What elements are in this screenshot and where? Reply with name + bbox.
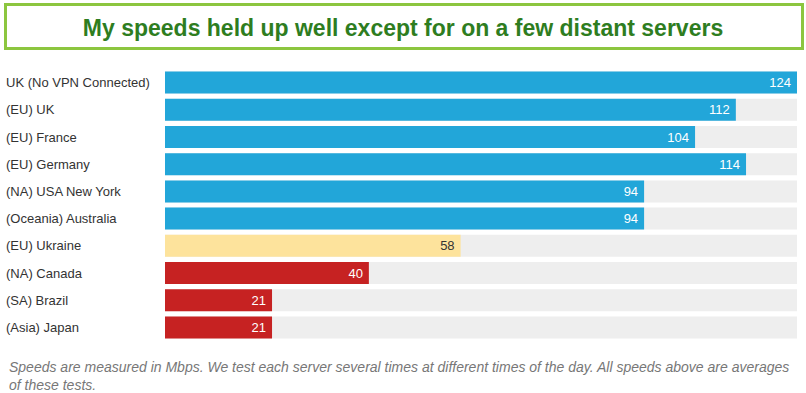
svg-text:112: 112 bbox=[709, 102, 730, 117]
svg-text:(NA) USA New York: (NA) USA New York bbox=[6, 184, 121, 199]
svg-text:94: 94 bbox=[624, 211, 638, 226]
svg-text:(EU) Ukraine: (EU) Ukraine bbox=[6, 238, 81, 253]
svg-text:(NA) Canada: (NA) Canada bbox=[6, 266, 83, 281]
svg-text:21: 21 bbox=[252, 320, 266, 335]
svg-text:(EU) France: (EU) France bbox=[6, 130, 77, 145]
svg-text:114: 114 bbox=[719, 157, 740, 172]
svg-text:94: 94 bbox=[624, 184, 638, 199]
svg-text:104: 104 bbox=[667, 130, 689, 145]
svg-text:(Asia) Japan: (Asia) Japan bbox=[6, 320, 79, 335]
svg-text:(Oceania) Australia: (Oceania) Australia bbox=[6, 211, 117, 226]
svg-text:124: 124 bbox=[769, 75, 791, 90]
svg-text:Speeds are measured in Mbps. W: Speeds are measured in Mbps. We test eac… bbox=[9, 359, 793, 375]
svg-text:(SA) Brazil: (SA) Brazil bbox=[6, 293, 68, 308]
svg-text:(EU) UK: (EU) UK bbox=[6, 102, 55, 117]
svg-text:of these tests.: of these tests. bbox=[9, 377, 96, 393]
svg-text:40: 40 bbox=[348, 266, 362, 281]
svg-text:My speeds held up well except: My speeds held up well except for on a f… bbox=[83, 15, 723, 41]
svg-text:UK (No VPN Connected): UK (No VPN Connected) bbox=[6, 75, 150, 90]
svg-text:58: 58 bbox=[440, 238, 454, 253]
svg-text:21: 21 bbox=[252, 293, 266, 308]
svg-text:(EU) Germany: (EU) Germany bbox=[6, 157, 90, 172]
